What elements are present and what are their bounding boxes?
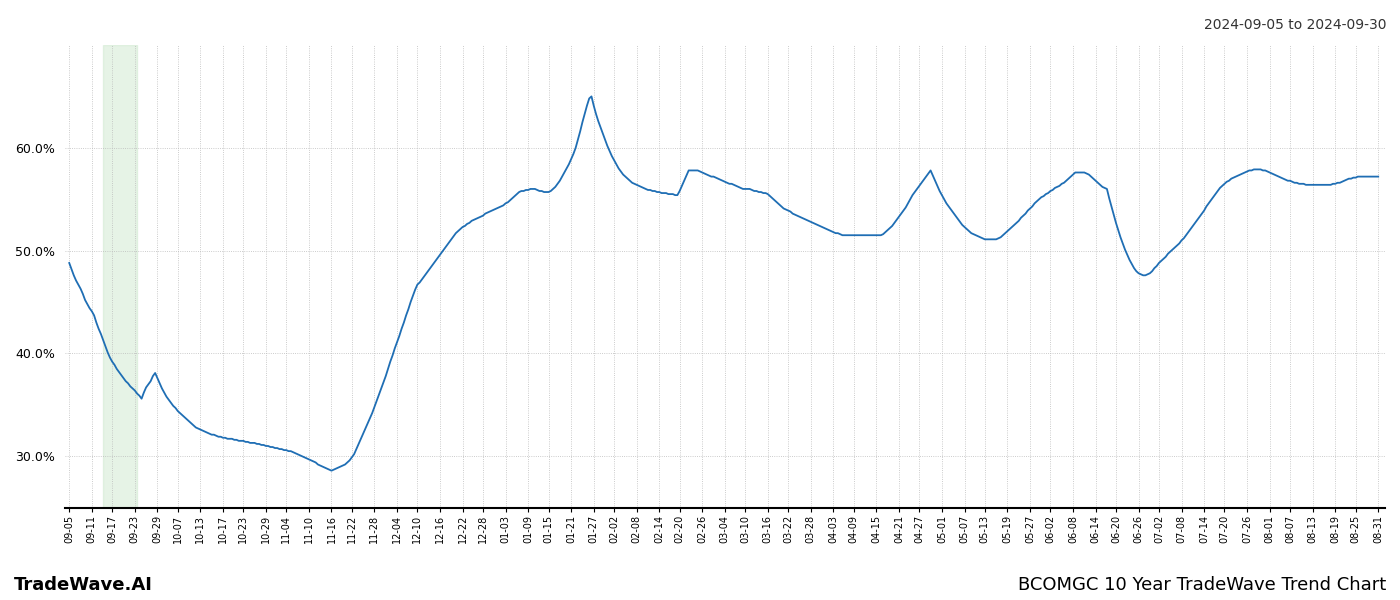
Text: TradeWave.AI: TradeWave.AI	[14, 576, 153, 594]
Text: 2024-09-05 to 2024-09-30: 2024-09-05 to 2024-09-30	[1204, 18, 1386, 32]
Bar	[104, 45, 137, 508]
Text: BCOMGC 10 Year TradeWave Trend Chart: BCOMGC 10 Year TradeWave Trend Chart	[1018, 576, 1386, 594]
